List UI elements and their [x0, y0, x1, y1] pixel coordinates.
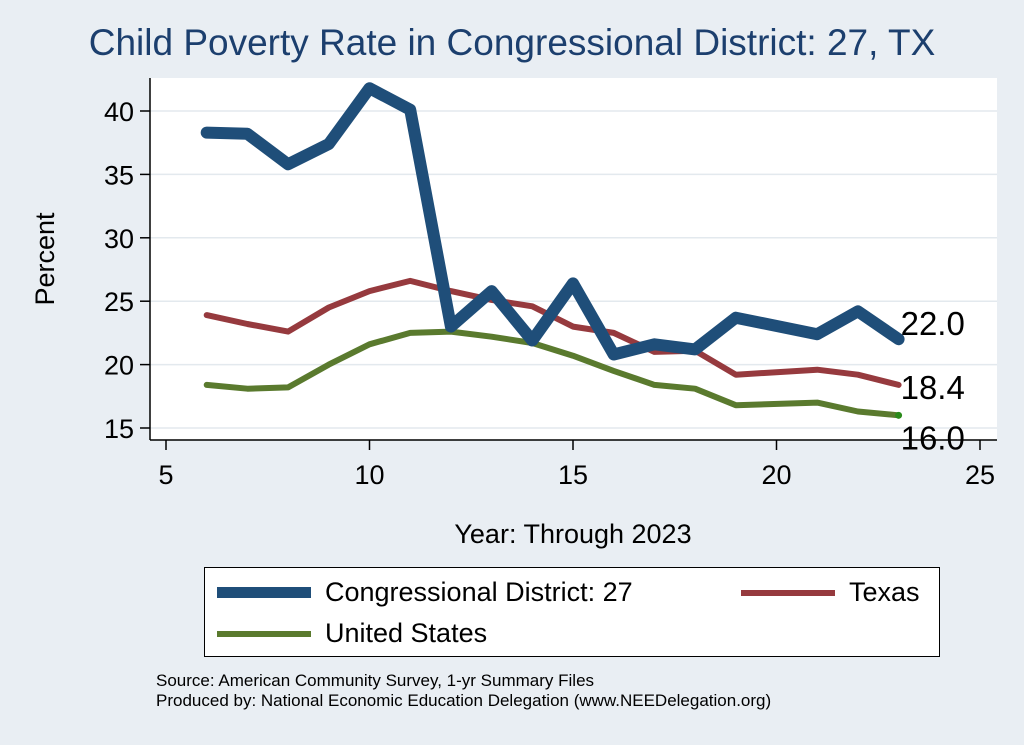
legend-label-congressional-district: Congressional District: 27: [325, 577, 633, 607]
chart-svg: 15 20 25 30 35 40 5 10 15 20 25 22.0 18.4 16.0 Perce…: [30, 78, 997, 549]
chart-title: Child Poverty Rate in Congressional Dist…: [88, 22, 936, 63]
x-tick-label: 25: [965, 460, 995, 490]
producer-line: Produced by: National Economic Education…: [156, 691, 772, 710]
y-tick-label: 30: [104, 224, 134, 254]
y-tick-label: 40: [104, 97, 134, 127]
x-axis-title: Year: Through 2023: [454, 519, 691, 549]
legend-swatch-united-states: [217, 630, 311, 637]
series-line-congressional-district: [200, 82, 905, 361]
x-tick-label: 10: [354, 460, 384, 490]
end-label-united-states: 16.0: [901, 419, 965, 456]
x-tick-label: 5: [158, 460, 173, 490]
legend-item-congressional-district: Congressional District: 27: [217, 577, 633, 608]
legend-label-texas: Texas: [849, 577, 920, 607]
source-note: Source: American Community Survey, 1-yr …: [156, 671, 771, 711]
legend-label-united-states: United States: [325, 618, 488, 648]
x-tick-label: 20: [761, 460, 791, 490]
series-line-texas: [203, 277, 902, 388]
plot-area: [150, 78, 997, 440]
y-tick-label: 35: [104, 160, 134, 190]
end-label-congressional-district: 22.0: [901, 305, 965, 342]
legend: Congressional District: 27 Texas United …: [204, 567, 940, 657]
legend-swatch-texas: [741, 589, 835, 596]
y-tick-label: 20: [104, 351, 134, 381]
end-label-texas: 18.4: [901, 369, 965, 406]
y-axis-title: Percent: [30, 212, 60, 306]
legend-swatch-congressional-district: [217, 587, 311, 598]
y-tick-label: 25: [104, 287, 134, 317]
x-tick-label: 15: [558, 460, 588, 490]
legend-item-texas: Texas: [741, 577, 920, 608]
us-end-point: [895, 411, 903, 419]
y-tick-label: 15: [104, 414, 134, 444]
legend-item-united-states: United States: [217, 618, 487, 649]
source-line: Source: American Community Survey, 1-yr …: [156, 671, 595, 690]
